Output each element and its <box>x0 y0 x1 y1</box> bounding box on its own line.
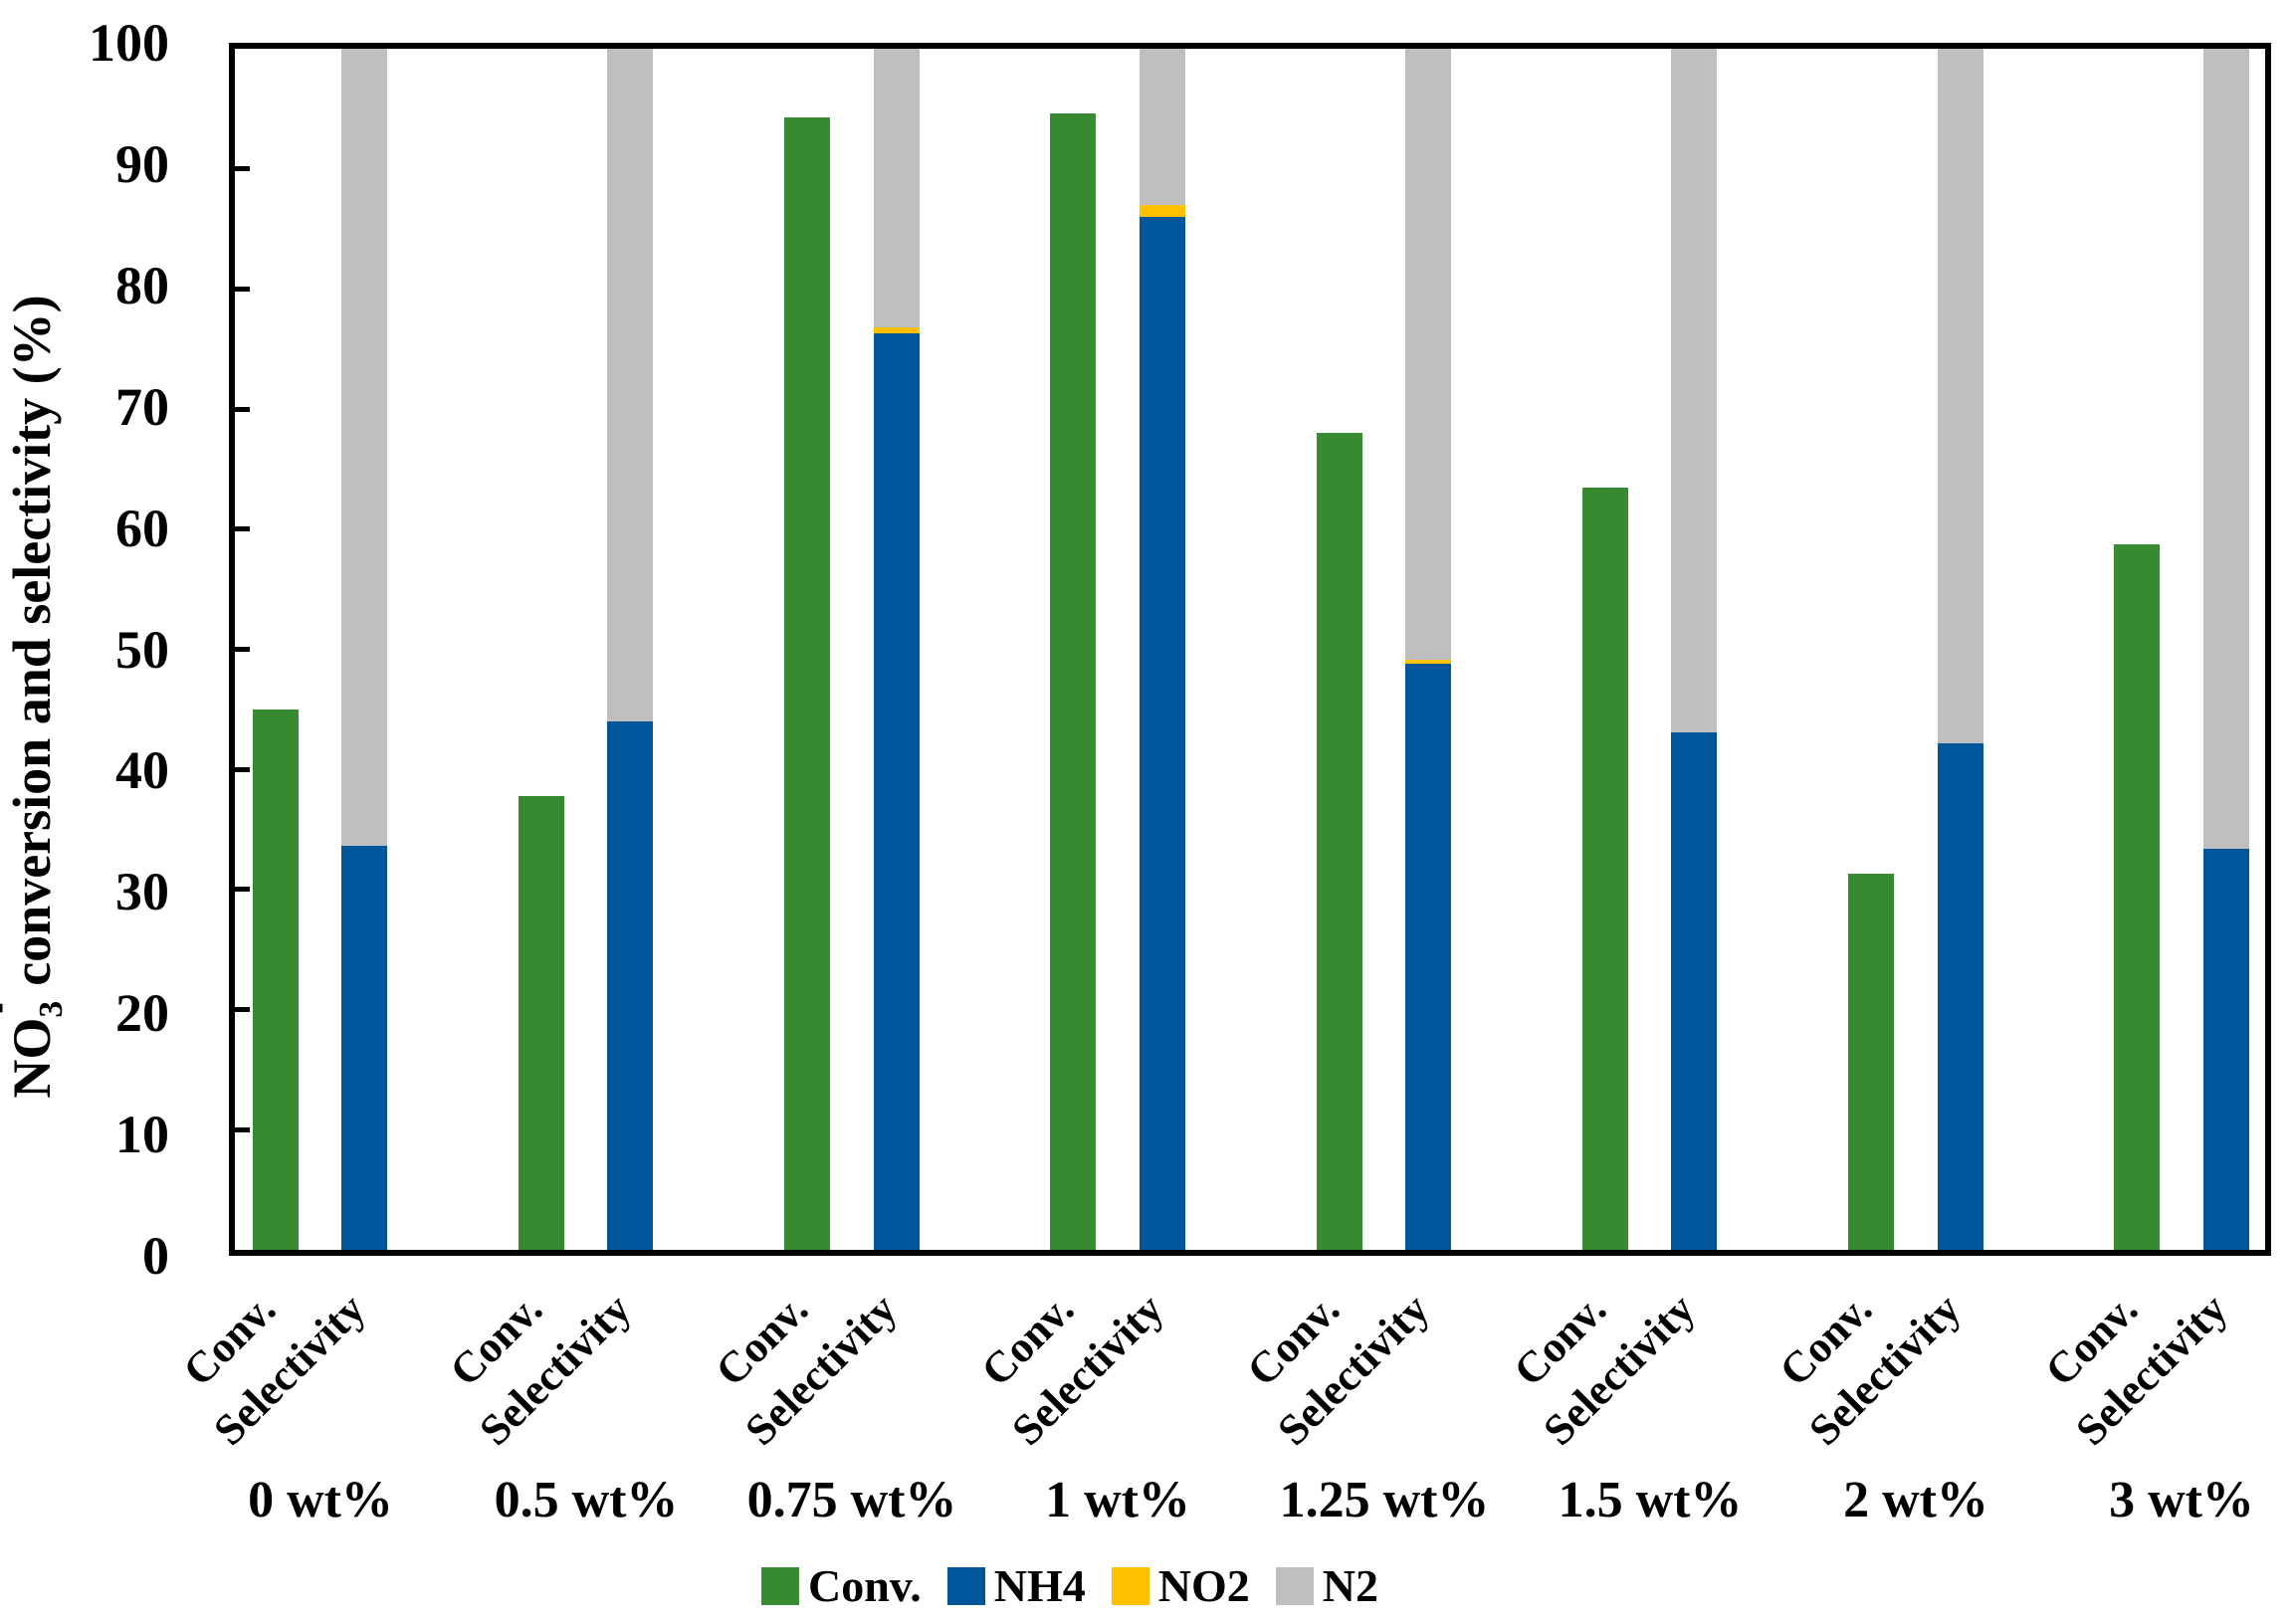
segment-nh4-0.75wt% <box>874 333 920 1250</box>
group-label-1.25wt%: 1.25 wt% <box>1279 1472 1490 1528</box>
y-tick-mark-10 <box>235 1127 250 1132</box>
bar-conv-3wt% <box>2114 544 2160 1250</box>
y-tick-label-20: 20 <box>115 983 169 1043</box>
segment-n2-1.25wt% <box>1405 49 1451 661</box>
y-tick-mark-60 <box>235 526 250 531</box>
segment-n2-1.5wt% <box>1671 49 1717 732</box>
bar-selectivity-1wt% <box>1140 49 1185 1250</box>
bar-conv-0.75wt% <box>784 117 830 1250</box>
group-label-3wt%: 3 wt% <box>2109 1472 2254 1528</box>
legend-item-NO2: NO2 <box>1111 1558 1250 1614</box>
y-tick-label-0: 0 <box>142 1226 169 1286</box>
bar-conv-1.5wt% <box>1582 488 1628 1250</box>
y-tick-label-80: 80 <box>115 256 169 315</box>
legend-swatch-Conv <box>761 1567 799 1605</box>
segment-n2-3wt% <box>2203 49 2249 849</box>
legend-label-NO2: NO2 <box>1157 1560 1250 1611</box>
legend-item-NH4: NH4 <box>946 1558 1086 1614</box>
group-label-0.5wt%: 0.5 wt% <box>494 1472 679 1528</box>
segment-nh4-3wt% <box>2203 848 2249 1250</box>
legend-swatch-N2 <box>1275 1567 1314 1605</box>
segment-n2-0.5wt% <box>607 49 653 721</box>
y-tick-mark-20 <box>235 1007 250 1012</box>
bar-conv-0.5wt% <box>519 796 564 1250</box>
y-tick-label-70: 70 <box>115 377 169 437</box>
legend-item-N2: N2 <box>1275 1558 1378 1614</box>
y-tick-label-50: 50 <box>115 620 169 680</box>
y-tick-mark-40 <box>235 767 250 772</box>
segment-n2-0wt% <box>341 49 387 847</box>
segment-no2-0.75wt% <box>874 327 920 334</box>
plot-area <box>229 43 2271 1256</box>
y-tick-label-60: 60 <box>115 499 169 558</box>
bar-selectivity-0.75wt% <box>874 49 920 1250</box>
bar-selectivity-0.5wt% <box>607 49 653 1250</box>
legend-swatch-NO2 <box>1111 1567 1149 1605</box>
y-tick-label-40: 40 <box>115 740 169 800</box>
segment-nh4-1.5wt% <box>1671 731 1717 1250</box>
legend-label-NH4: NH4 <box>993 1560 1086 1611</box>
segment-nh4-1wt% <box>1140 217 1185 1250</box>
segment-nh4-0.5wt% <box>607 720 653 1250</box>
legend-label-N2: N2 <box>1322 1560 1378 1611</box>
y-tick-mark-70 <box>235 407 250 412</box>
segment-nh4-0wt% <box>341 846 387 1250</box>
bar-selectivity-2wt% <box>1938 49 1983 1250</box>
legend-label-Conv: Conv. <box>808 1560 922 1611</box>
legend: Conv. NH4 NO2 N2 <box>761 1558 1378 1614</box>
segment-nh4-2wt% <box>1938 742 1983 1250</box>
y-tick-label-90: 90 <box>115 134 169 194</box>
y-tick-mark-30 <box>235 887 250 892</box>
bar-conv-2wt% <box>1848 874 1894 1250</box>
plot-inner <box>235 49 2265 1250</box>
y-tick-label-30: 30 <box>115 862 169 921</box>
legend-swatch-NH4 <box>946 1567 985 1605</box>
y-tick-mark-90 <box>235 166 250 171</box>
bar-conv-0wt% <box>253 710 299 1250</box>
segment-no2-1.25wt% <box>1405 660 1451 664</box>
legend-item-Conv: Conv. <box>761 1558 922 1614</box>
bar-conv-1.25wt% <box>1317 433 1362 1250</box>
group-label-1.5wt%: 1.5 wt% <box>1558 1472 1743 1528</box>
group-label-1wt%: 1 wt% <box>1045 1472 1190 1528</box>
group-label-2wt%: 2 wt% <box>1843 1472 1988 1528</box>
y-tick-label-10: 10 <box>115 1105 169 1164</box>
segment-n2-2wt% <box>1938 49 1983 743</box>
group-label-0wt%: 0 wt% <box>248 1472 393 1528</box>
group-label-0.75wt%: 0.75 wt% <box>746 1472 957 1528</box>
bar-selectivity-1.25wt% <box>1405 49 1451 1250</box>
y-tick-mark-80 <box>235 287 250 292</box>
segment-n2-1wt% <box>1140 49 1185 205</box>
segment-nh4-1.25wt% <box>1405 664 1451 1250</box>
bar-selectivity-0wt% <box>341 49 387 1250</box>
segment-no2-1wt% <box>1140 204 1185 217</box>
bar-conv-1wt% <box>1050 113 1096 1250</box>
bar-selectivity-1.5wt% <box>1671 49 1717 1250</box>
y-tick-mark-50 <box>235 647 250 652</box>
bar-selectivity-3wt% <box>2203 49 2249 1250</box>
segment-n2-0.75wt% <box>874 49 920 328</box>
y-tick-label-100: 100 <box>89 13 169 73</box>
